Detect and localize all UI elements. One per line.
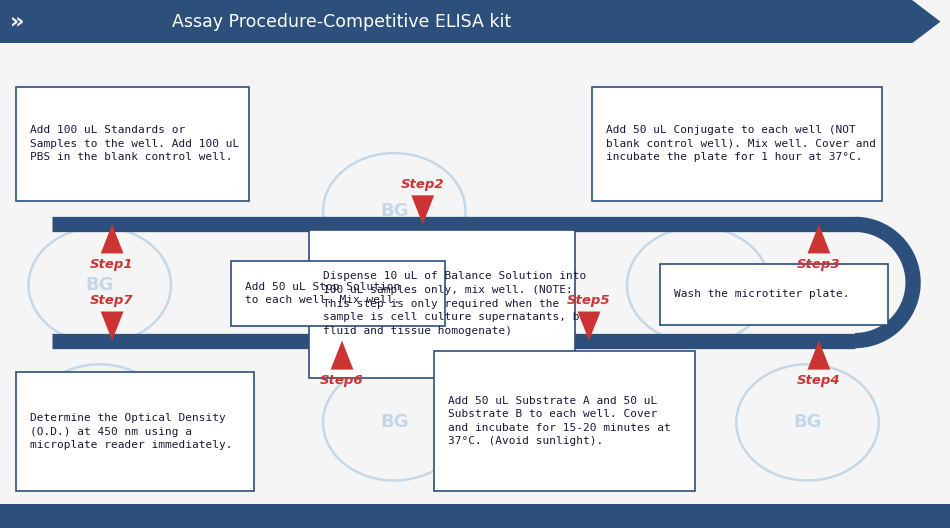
Text: Step1: Step1 xyxy=(90,258,134,271)
Text: Assay Procedure-Competitive ELISA kit: Assay Procedure-Competitive ELISA kit xyxy=(173,13,511,31)
Text: »: » xyxy=(10,12,24,32)
FancyBboxPatch shape xyxy=(0,0,912,43)
Text: Add 100 uL Standards or
Samples to the well. Add 100 uL
PBS in the blank control: Add 100 uL Standards or Samples to the w… xyxy=(30,125,239,163)
Text: Step5: Step5 xyxy=(567,294,611,307)
Polygon shape xyxy=(578,312,600,341)
Text: Dispense 10 uL of Balance Solution into
100 uL samples only, mix well. (NOTE:
Th: Dispense 10 uL of Balance Solution into … xyxy=(323,271,599,336)
FancyBboxPatch shape xyxy=(231,261,445,326)
Text: Add 50 uL Conjugate to each well (NOT
blank control well). Mix well. Cover and
i: Add 50 uL Conjugate to each well (NOT bl… xyxy=(606,125,876,163)
Text: BG: BG xyxy=(380,413,408,431)
Text: Step3: Step3 xyxy=(797,258,841,271)
Text: Step6: Step6 xyxy=(320,374,364,387)
FancyBboxPatch shape xyxy=(16,87,249,201)
Text: BG: BG xyxy=(86,276,114,294)
FancyBboxPatch shape xyxy=(0,504,950,528)
Polygon shape xyxy=(331,341,353,370)
Text: Determine the Optical Density
(O.D.) at 450 nm using a
microplate reader immedia: Determine the Optical Density (O.D.) at … xyxy=(30,413,233,450)
FancyBboxPatch shape xyxy=(592,87,882,201)
Polygon shape xyxy=(912,0,940,43)
Text: Add 50 uL Stop Solution
to each well. Mix well.: Add 50 uL Stop Solution to each well. Mi… xyxy=(245,282,400,305)
Text: Step2: Step2 xyxy=(401,178,445,191)
Text: Step4: Step4 xyxy=(797,374,841,387)
Polygon shape xyxy=(808,224,830,253)
Text: Step7: Step7 xyxy=(90,294,134,307)
Text: BG: BG xyxy=(684,276,712,294)
Text: BG: BG xyxy=(86,413,114,431)
Polygon shape xyxy=(101,224,124,253)
FancyBboxPatch shape xyxy=(309,230,575,378)
FancyBboxPatch shape xyxy=(16,372,254,491)
Text: Wash the microtiter plate.: Wash the microtiter plate. xyxy=(674,289,850,299)
Text: Add 50 uL Substrate A and 50 uL
Substrate B to each well. Cover
and incubate for: Add 50 uL Substrate A and 50 uL Substrat… xyxy=(448,395,671,447)
Text: BG: BG xyxy=(380,202,408,220)
Polygon shape xyxy=(411,195,434,224)
Polygon shape xyxy=(101,312,124,341)
Text: BG: BG xyxy=(793,413,822,431)
FancyBboxPatch shape xyxy=(660,264,888,325)
Polygon shape xyxy=(808,341,830,370)
FancyBboxPatch shape xyxy=(434,351,695,491)
